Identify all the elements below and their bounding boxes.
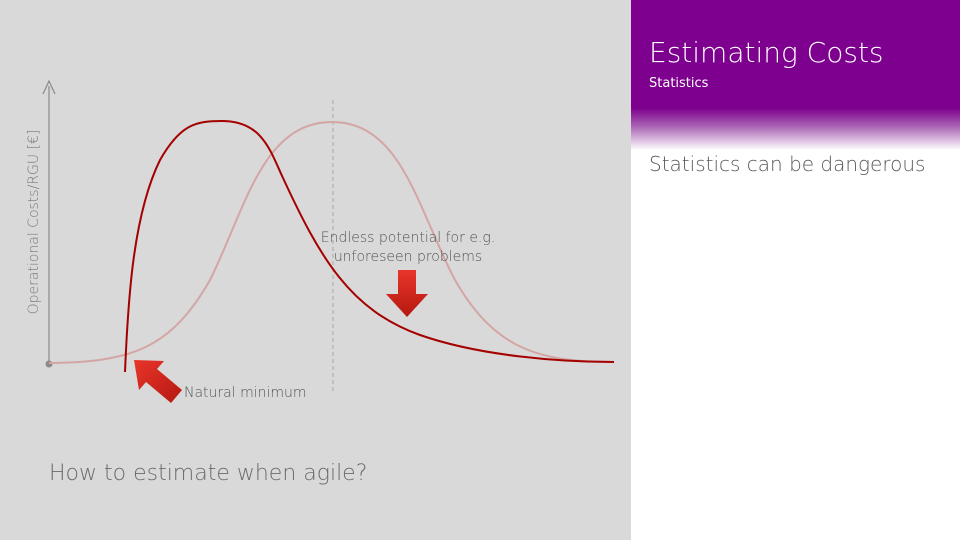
down-arrow [386, 270, 428, 317]
axis-origin-dot [45, 360, 53, 368]
slide-title: Estimating Costs [649, 36, 884, 69]
sidebar-panel: Estimating Costs Statistics Statistics c… [631, 0, 960, 540]
endless-potential-annotation: Endless potential for e.g. unforeseen pr… [320, 230, 496, 265]
agile-question-text: How to estimate when agile? [49, 461, 368, 486]
title-header: Estimating Costs Statistics [631, 0, 960, 150]
natural-minimum-annotation: Natural minimum [184, 385, 307, 401]
normal-distribution-curve [48, 120, 615, 364]
diagonal-arrow [134, 360, 182, 403]
cost-distribution-diagram [42, 79, 615, 403]
slide-subtitle: Statistics [649, 76, 709, 91]
statement-text: Statistics can be dangerous [649, 152, 926, 176]
diagram-panel: Operational Costs/RGU [€] Endless potent… [0, 0, 631, 540]
skewed-distribution-curve [124, 119, 615, 373]
y-axis-label: Operational Costs/RGU [€] [26, 129, 42, 315]
y-axis-arrowhead [42, 79, 56, 95]
